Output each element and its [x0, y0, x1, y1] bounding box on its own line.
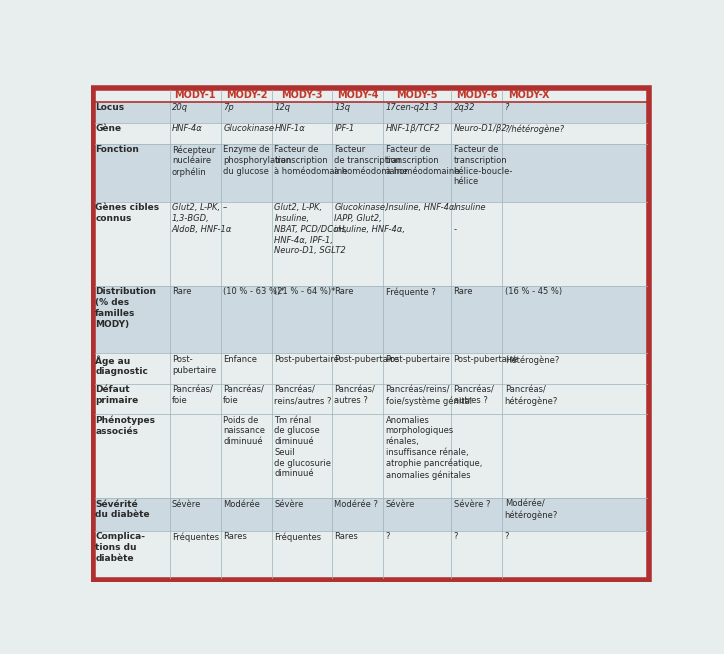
Text: 20q: 20q: [172, 103, 188, 112]
Text: ?/hétérogène?: ?/hétérogène?: [505, 124, 565, 133]
Text: Glut2, L-PK,
1,3-BGD,
AldoB, HNF-1α: Glut2, L-PK, 1,3-BGD, AldoB, HNF-1α: [172, 203, 232, 234]
Text: Post-pubertaire: Post-pubertaire: [453, 355, 518, 364]
Bar: [93, 202, 649, 286]
Text: Récepteur
nucléaire
orphélin: Récepteur nucléaire orphélin: [172, 145, 215, 177]
Text: Rare: Rare: [172, 287, 191, 296]
Text: Complica-
tions du
diabète: Complica- tions du diabète: [95, 532, 145, 563]
Text: MODY-X: MODY-X: [508, 90, 550, 100]
Text: 12q: 12q: [274, 103, 290, 112]
Text: IPF-1: IPF-1: [334, 124, 355, 133]
Text: Fréquentes: Fréquentes: [274, 532, 321, 542]
Text: (10 % - 63 %)*: (10 % - 63 %)*: [223, 287, 285, 296]
Text: (16 % - 45 %): (16 % - 45 %): [505, 287, 562, 296]
Bar: [93, 122, 649, 144]
Text: ?: ?: [453, 532, 458, 542]
Bar: [93, 286, 649, 354]
Text: Gène: Gène: [95, 124, 122, 133]
Text: MODY-2: MODY-2: [226, 90, 267, 100]
Text: Sévère: Sévère: [172, 500, 201, 509]
Bar: [93, 531, 649, 579]
Text: Défaut
primaire: Défaut primaire: [95, 385, 138, 405]
Text: Pancréas/reins/
foie/système génital: Pancréas/reins/ foie/système génital: [386, 385, 471, 405]
Text: Facteur de
transcription
à homéodomaine: Facteur de transcription à homéodomaine: [386, 145, 459, 176]
Text: Hétérogène?: Hétérogène?: [505, 355, 559, 364]
Text: Pancréas/
autres ?: Pancréas/ autres ?: [334, 385, 375, 405]
Text: Poids de
naissance
diminuué: Poids de naissance diminuué: [223, 416, 265, 446]
Text: Pancréas/
foie: Pancréas/ foie: [172, 385, 213, 405]
Text: Rares: Rares: [334, 532, 358, 542]
Text: 13q: 13q: [334, 103, 350, 112]
Text: Rares: Rares: [223, 532, 247, 542]
Text: Insuline, HNF-4α: Insuline, HNF-4α: [386, 203, 454, 213]
Text: 7p: 7p: [223, 103, 234, 112]
Text: Sévérité
du diabète: Sévérité du diabète: [95, 500, 150, 519]
Text: HNF-4α: HNF-4α: [172, 124, 203, 133]
Bar: [93, 384, 649, 414]
Text: ?: ?: [386, 532, 390, 542]
Bar: [93, 498, 649, 531]
Text: MODY-6: MODY-6: [456, 90, 497, 100]
Text: MODY-4: MODY-4: [337, 90, 379, 100]
Text: Modérée: Modérée: [223, 500, 260, 509]
Text: Pancréas/
autres ?: Pancréas/ autres ?: [453, 385, 494, 405]
Text: Pancréas/
hétérogène?: Pancréas/ hétérogène?: [505, 385, 558, 405]
Text: ?: ?: [505, 532, 509, 542]
Text: HNF-1β/TCF2: HNF-1β/TCF2: [386, 124, 440, 133]
Text: –: –: [223, 203, 227, 213]
Text: Fonction: Fonction: [95, 145, 139, 154]
Text: ?: ?: [505, 103, 509, 112]
Text: Glut2, L-PK,
Insuline,
NBAT, PCD/DCoH,
HNF-4α, IPF-1,
Neuro-D1, SGLT2: Glut2, L-PK, Insuline, NBAT, PCD/DCoH, H…: [274, 203, 348, 256]
Text: Post-pubertaire: Post-pubertaire: [334, 355, 400, 364]
Text: MODY-1: MODY-1: [174, 90, 216, 100]
Text: 17cen-q21.3: 17cen-q21.3: [386, 103, 439, 112]
Text: Sévère: Sévère: [386, 500, 415, 509]
Text: Fréquentes: Fréquentes: [172, 532, 219, 542]
Text: Modérée ?: Modérée ?: [334, 500, 379, 509]
Text: Modérée/
hétérogène?: Modérée/ hétérogène?: [505, 500, 558, 520]
Text: Post-pubertaire: Post-pubertaire: [386, 355, 450, 364]
Text: Facteur de
transcription
à homéodomaine: Facteur de transcription à homéodomaine: [274, 145, 348, 176]
Text: MODY-3: MODY-3: [282, 90, 323, 100]
Bar: [93, 414, 649, 498]
Text: Post-pubertaire: Post-pubertaire: [274, 355, 340, 364]
Text: Phénotypes
associés: Phénotypes associés: [95, 416, 155, 436]
Text: Rare: Rare: [334, 287, 354, 296]
Bar: [93, 354, 649, 384]
Text: Sévère ?: Sévère ?: [453, 500, 490, 509]
Text: Insuline

-: Insuline -: [453, 203, 486, 234]
Text: Enzyme de
phosphorylation
du glucose: Enzyme de phosphorylation du glucose: [223, 145, 291, 176]
Text: Glucokinase: Glucokinase: [223, 124, 274, 133]
Text: (21 % - 64 %)*: (21 % - 64 %)*: [274, 287, 336, 296]
Text: Pancréas/
reins/autres ?: Pancréas/ reins/autres ?: [274, 385, 332, 405]
Text: Pancréas/
foie: Pancréas/ foie: [223, 385, 264, 405]
Text: 2q32: 2q32: [453, 103, 475, 112]
Text: Glucokinase,
IAPP, Glut2,
insuline, HNF-4α,: Glucokinase, IAPP, Glut2, insuline, HNF-…: [334, 203, 405, 234]
Text: Enfance: Enfance: [223, 355, 257, 364]
Text: Post-
pubertaire: Post- pubertaire: [172, 355, 216, 375]
Text: Locus: Locus: [95, 103, 125, 112]
Text: Sévère: Sévère: [274, 500, 303, 509]
Text: Tm rénal
de glucose
diminuué
Seuil
de glucosurie
diminuué: Tm rénal de glucose diminuué Seuil de gl…: [274, 416, 332, 479]
Bar: [93, 144, 649, 202]
Text: Facteur
de transcription
à homéodomaine: Facteur de transcription à homéodomaine: [334, 145, 408, 176]
Text: Facteur de
transcription
hélice-boucle-
hélice: Facteur de transcription hélice-boucle- …: [453, 145, 513, 186]
Bar: [93, 101, 649, 122]
Text: HNF-1α: HNF-1α: [274, 124, 305, 133]
Text: Neuro-D1/β2: Neuro-D1/β2: [453, 124, 508, 133]
Text: Rare: Rare: [453, 287, 473, 296]
Text: Anomalies
morphologiques
rénales,
insuffisance rénale,
atrophie pancréatique,
an: Anomalies morphologiques rénales, insuff…: [386, 416, 482, 479]
Text: MODY-5: MODY-5: [397, 90, 438, 100]
Text: Fréquente ?: Fréquente ?: [386, 287, 436, 297]
Bar: [93, 88, 649, 101]
Text: Âge au
diagnostic: Âge au diagnostic: [95, 355, 148, 376]
Text: Gènes cibles
connus: Gènes cibles connus: [95, 203, 159, 223]
Text: Distribution
(% des
familles
MODY): Distribution (% des familles MODY): [95, 287, 156, 329]
